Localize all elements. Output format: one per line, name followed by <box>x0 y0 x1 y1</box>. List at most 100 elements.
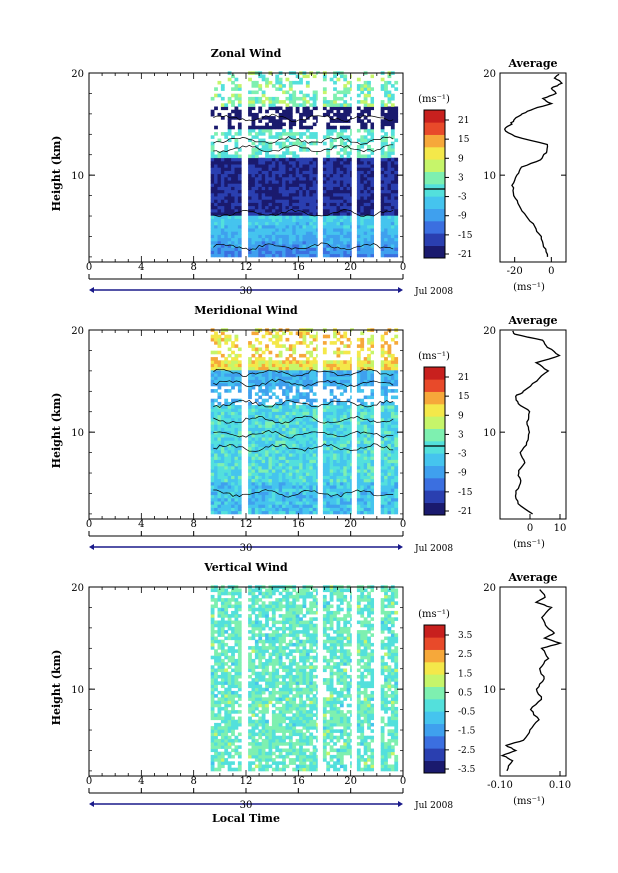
x-tick-label: 8 <box>190 262 196 273</box>
plot-frame <box>88 72 404 263</box>
colorbar-tick-label: -9 <box>458 212 467 222</box>
colorbar-tick-label: 2.5 <box>458 650 473 660</box>
profile-x-tick-label: 0 <box>527 523 533 534</box>
y-tick-label: 10 <box>71 428 84 439</box>
y-tick-label: 10 <box>71 171 84 182</box>
y-tick-label: 20 <box>71 583 84 594</box>
profile-title: Average <box>507 57 557 70</box>
profile-y-tick-label: 20 <box>483 69 496 80</box>
x-tick-label: 16 <box>292 776 305 787</box>
colorbar-tick-label: -21 <box>458 250 473 260</box>
date-label: Jul 2008 <box>414 801 453 811</box>
y-tick-label: 20 <box>71 326 84 337</box>
profile-title: Average <box>507 314 557 327</box>
y-axis-label: Height (km) <box>50 136 63 212</box>
profile-y-tick-label: 10 <box>483 685 496 696</box>
profile-line <box>503 73 564 257</box>
colorbar-tick-label: -15 <box>458 231 473 241</box>
x-tick-label: 0 <box>400 262 406 273</box>
x-tick-label: 12 <box>240 776 253 787</box>
profile-x-tick-label: 10 <box>554 523 567 534</box>
x-tick-label: 12 <box>240 519 253 530</box>
profile-line <box>500 589 563 772</box>
x-tick-label: 0 <box>86 776 92 787</box>
x-tick-label: 16 <box>292 262 305 273</box>
profile-x-tick-label: 0.10 <box>549 780 571 791</box>
profile-x-label: (ms⁻¹) <box>513 796 545 807</box>
colorbar-tick-label: 9 <box>458 411 464 421</box>
heatmap-cells <box>210 328 399 519</box>
profile-line <box>512 330 561 515</box>
colorbar-tick-label: 3.5 <box>458 631 473 641</box>
x-tick-label: 4 <box>138 519 144 530</box>
colorbar-unit: (ms⁻¹) <box>418 609 450 620</box>
colorbar: (ms⁻¹) 3.5 2.5 1.5 0.5 -0.5 -1.5 -2.5 -3.5 <box>418 609 475 775</box>
colorbar-tick-label: -0.5 <box>458 708 476 718</box>
profile-y-tick-label: 10 <box>483 428 496 439</box>
colorbar-unit: (ms⁻¹) <box>418 94 450 105</box>
colorbar-tick-label: 15 <box>458 392 470 402</box>
average-profile: Average 20 10 0 10 (ms⁻¹) <box>483 314 567 550</box>
contour-lines <box>213 368 394 498</box>
colorbar-tick-label: -1.5 <box>458 727 476 737</box>
x-tick-label: 0 <box>86 262 92 273</box>
colorbar-tick-label: 3 <box>458 173 464 183</box>
x-tick-label: 0 <box>400 519 406 530</box>
colorbar-tick-label: -3 <box>458 450 467 460</box>
colorbar-tick-label: 15 <box>458 135 470 145</box>
plot-frame <box>88 586 404 777</box>
day-label: 30 <box>240 286 253 297</box>
profile-y-tick-label: 20 <box>483 583 496 594</box>
day-label: 30 <box>240 800 253 811</box>
profile-x-label: (ms⁻¹) <box>513 539 545 550</box>
y-tick-label: 20 <box>71 69 84 80</box>
x-tick-label: 20 <box>344 519 357 530</box>
profile-y-tick-label: 20 <box>483 326 496 337</box>
colorbar-tick-label: -2.5 <box>458 746 476 756</box>
panel-1: Zonal Wind Height (km) 20 10 0 4 8 12 16 20 0 30 Jul… <box>50 47 567 297</box>
profile-y-tick-label: 10 <box>483 171 496 182</box>
x-tick-label: 8 <box>190 776 196 787</box>
profile-x-tick-label: -20 <box>507 266 523 277</box>
x-tick-label: 16 <box>292 519 305 530</box>
panel-3: Vertical Wind Height (km) 20 10 0 4 8 12 16 20 0 30… <box>50 561 571 811</box>
colorbar-tick-label: 1.5 <box>458 669 473 679</box>
colorbar-tick-label: 0.5 <box>458 688 473 698</box>
colorbar-unit: (ms⁻¹) <box>418 351 450 362</box>
panel-title: Vertical Wind <box>203 561 288 574</box>
heatmap-cells <box>210 71 399 262</box>
y-tick-label: 10 <box>71 685 84 696</box>
x-tick-label: 20 <box>344 262 357 273</box>
day-label: 30 <box>240 543 253 554</box>
colorbar-tick-label: 3 <box>458 430 464 440</box>
colorbar-tick-label: -9 <box>458 469 467 479</box>
colorbar-tick-label: -21 <box>458 507 473 517</box>
x-tick-label: 0 <box>400 776 406 787</box>
x-tick-label: 4 <box>138 776 144 787</box>
heatmap-cells <box>210 585 399 776</box>
contour-lines <box>213 113 394 251</box>
x-tick-label: 12 <box>240 262 253 273</box>
x-tick-label: 20 <box>344 776 357 787</box>
colorbar-tick-label: 21 <box>458 116 469 126</box>
colorbar-tick-label: 21 <box>458 373 469 383</box>
colorbar: (ms⁻¹) 21 15 9 3 -3 -9 -15 -21 <box>418 94 473 260</box>
x-tick-label: 0 <box>86 519 92 530</box>
panel-2: Meridional Wind Height (km) 20 10 0 4 8 12 16 20 0… <box>50 304 567 554</box>
average-profile: Average 20 10 -0.10 0.10 (ms⁻¹) <box>483 571 571 807</box>
colorbar: (ms⁻¹) 21 15 9 3 -3 -9 -15 -21 <box>418 351 473 517</box>
date-label: Jul 2008 <box>414 287 453 297</box>
colorbar-tick-label: -3.5 <box>458 765 476 775</box>
profile-title: Average <box>507 571 557 584</box>
x-axis-label: Local Time <box>212 812 280 825</box>
y-axis-label: Height (km) <box>50 393 63 469</box>
profile-x-label: (ms⁻¹) <box>513 282 545 293</box>
average-profile: Average 20 10 -20 0(ms⁻¹) <box>483 57 567 293</box>
profile-x-tick-label: -0.10 <box>487 780 513 791</box>
panel-title: Zonal Wind <box>211 47 282 60</box>
panel-title: Meridional Wind <box>194 304 298 317</box>
x-tick-label: 4 <box>138 262 144 273</box>
colorbar-tick-label: -15 <box>458 488 473 498</box>
colorbar-tick-label: -3 <box>458 193 467 203</box>
